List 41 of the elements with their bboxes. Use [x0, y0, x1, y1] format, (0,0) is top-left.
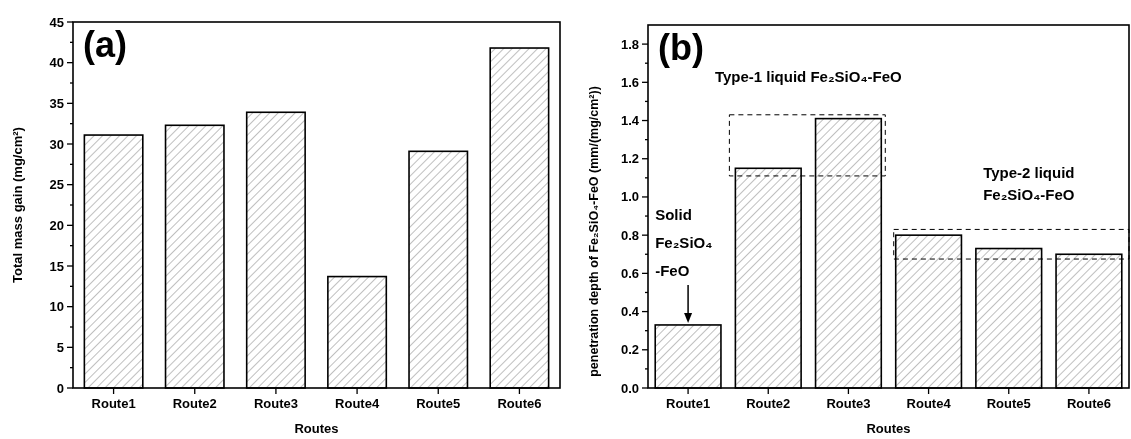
- annotation: Type-2 liquid Fe₂SiO₄-FeO: [983, 163, 1075, 203]
- y-tick-label: 10: [49, 299, 64, 315]
- y-tick-label: 1.4: [620, 113, 640, 129]
- x-tick-label: Route6: [497, 396, 542, 411]
- y-tick-label: 0: [56, 380, 64, 396]
- annotation: Type-1 liquid Fe₂SiO₄-FeO: [714, 68, 903, 86]
- annotation: Solid Fe₂SiO₄ -FeO: [655, 205, 713, 279]
- y-tick-label: 15: [49, 258, 64, 274]
- y-tick-label: 1.8: [620, 36, 639, 52]
- y-tick-label: 35: [49, 95, 64, 111]
- y-tick-label: 30: [49, 136, 64, 152]
- y-tick-label: 1.2: [620, 151, 639, 167]
- y-tick-label: 0.8: [620, 227, 639, 243]
- y-tick-label: 0.0: [620, 380, 639, 396]
- x-axis-title: Routes: [294, 421, 339, 436]
- x-tick-label: Route5: [986, 396, 1031, 411]
- y-tick-label: 0.6: [620, 265, 639, 281]
- x-tick-label: Route5: [416, 396, 461, 411]
- y-tick-label: 1.6: [620, 74, 639, 90]
- x-tick-label: Route3: [253, 396, 298, 411]
- x-tick-label: Route1: [91, 396, 136, 411]
- y-axis-title: Total mass gain (mg/cm²): [10, 127, 25, 283]
- x-tick-label: Route2: [172, 396, 217, 411]
- x-axis-title: Routes: [866, 421, 911, 436]
- y-tick-label: 20: [49, 217, 64, 233]
- y-tick-label: 45: [49, 14, 64, 30]
- y-axis-title: penetration depth of Fe₂SiO₄-FeO (mm/(mg/cm²)): [587, 86, 601, 377]
- x-tick-label: Route3: [826, 396, 871, 411]
- x-tick-label: Route6: [1066, 396, 1111, 411]
- chart-title: (a): [83, 24, 127, 65]
- y-tick-label: 1.0: [620, 189, 639, 205]
- x-tick-label: Route4: [335, 396, 380, 411]
- x-tick-label: Route2: [746, 396, 791, 411]
- y-tick-label: 40: [49, 55, 64, 71]
- y-tick-label: 0.2: [620, 342, 639, 358]
- x-tick-label: Route4: [906, 396, 952, 411]
- chart-title: (b): [658, 27, 704, 68]
- y-tick-label: 0.4: [620, 304, 640, 320]
- y-tick-label: 5: [56, 339, 64, 355]
- x-tick-label: Route1: [666, 396, 711, 411]
- y-tick-label: 25: [49, 177, 64, 193]
